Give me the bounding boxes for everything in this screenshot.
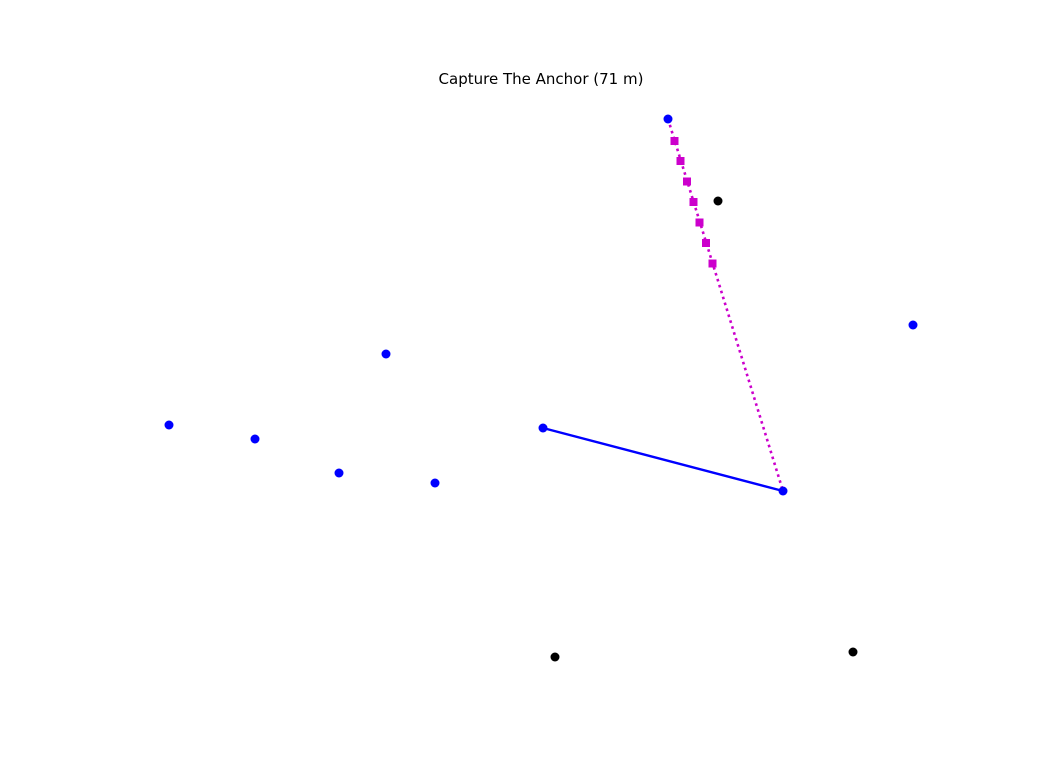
blue-node[interactable] xyxy=(164,420,174,430)
blue-node[interactable] xyxy=(908,320,918,330)
black-node[interactable] xyxy=(550,652,560,662)
blue-node[interactable] xyxy=(381,349,391,359)
trajectory-marker xyxy=(695,218,704,227)
blue-node[interactable] xyxy=(430,478,440,488)
blue-node[interactable] xyxy=(334,468,344,478)
trajectory-marker xyxy=(683,177,691,186)
trajectory-marker xyxy=(708,259,717,268)
trajectory-marker xyxy=(702,239,710,247)
black-node[interactable] xyxy=(848,647,858,657)
blue-node[interactable] xyxy=(663,114,673,124)
trajectory-marker xyxy=(676,157,685,165)
trajectory-marker xyxy=(670,137,679,145)
trajectory-line xyxy=(666,118,785,492)
trajectory-markers xyxy=(670,137,717,268)
blue-node[interactable] xyxy=(778,486,788,496)
game-title: Capture The Anchor (71 m) xyxy=(439,70,644,88)
blue-node[interactable] xyxy=(538,423,548,433)
black-node[interactable] xyxy=(713,196,723,206)
blue-nodes xyxy=(164,114,918,496)
trajectory-marker xyxy=(689,198,698,206)
black-nodes xyxy=(550,196,858,662)
path-line xyxy=(542,426,784,493)
blue-node[interactable] xyxy=(250,434,260,444)
